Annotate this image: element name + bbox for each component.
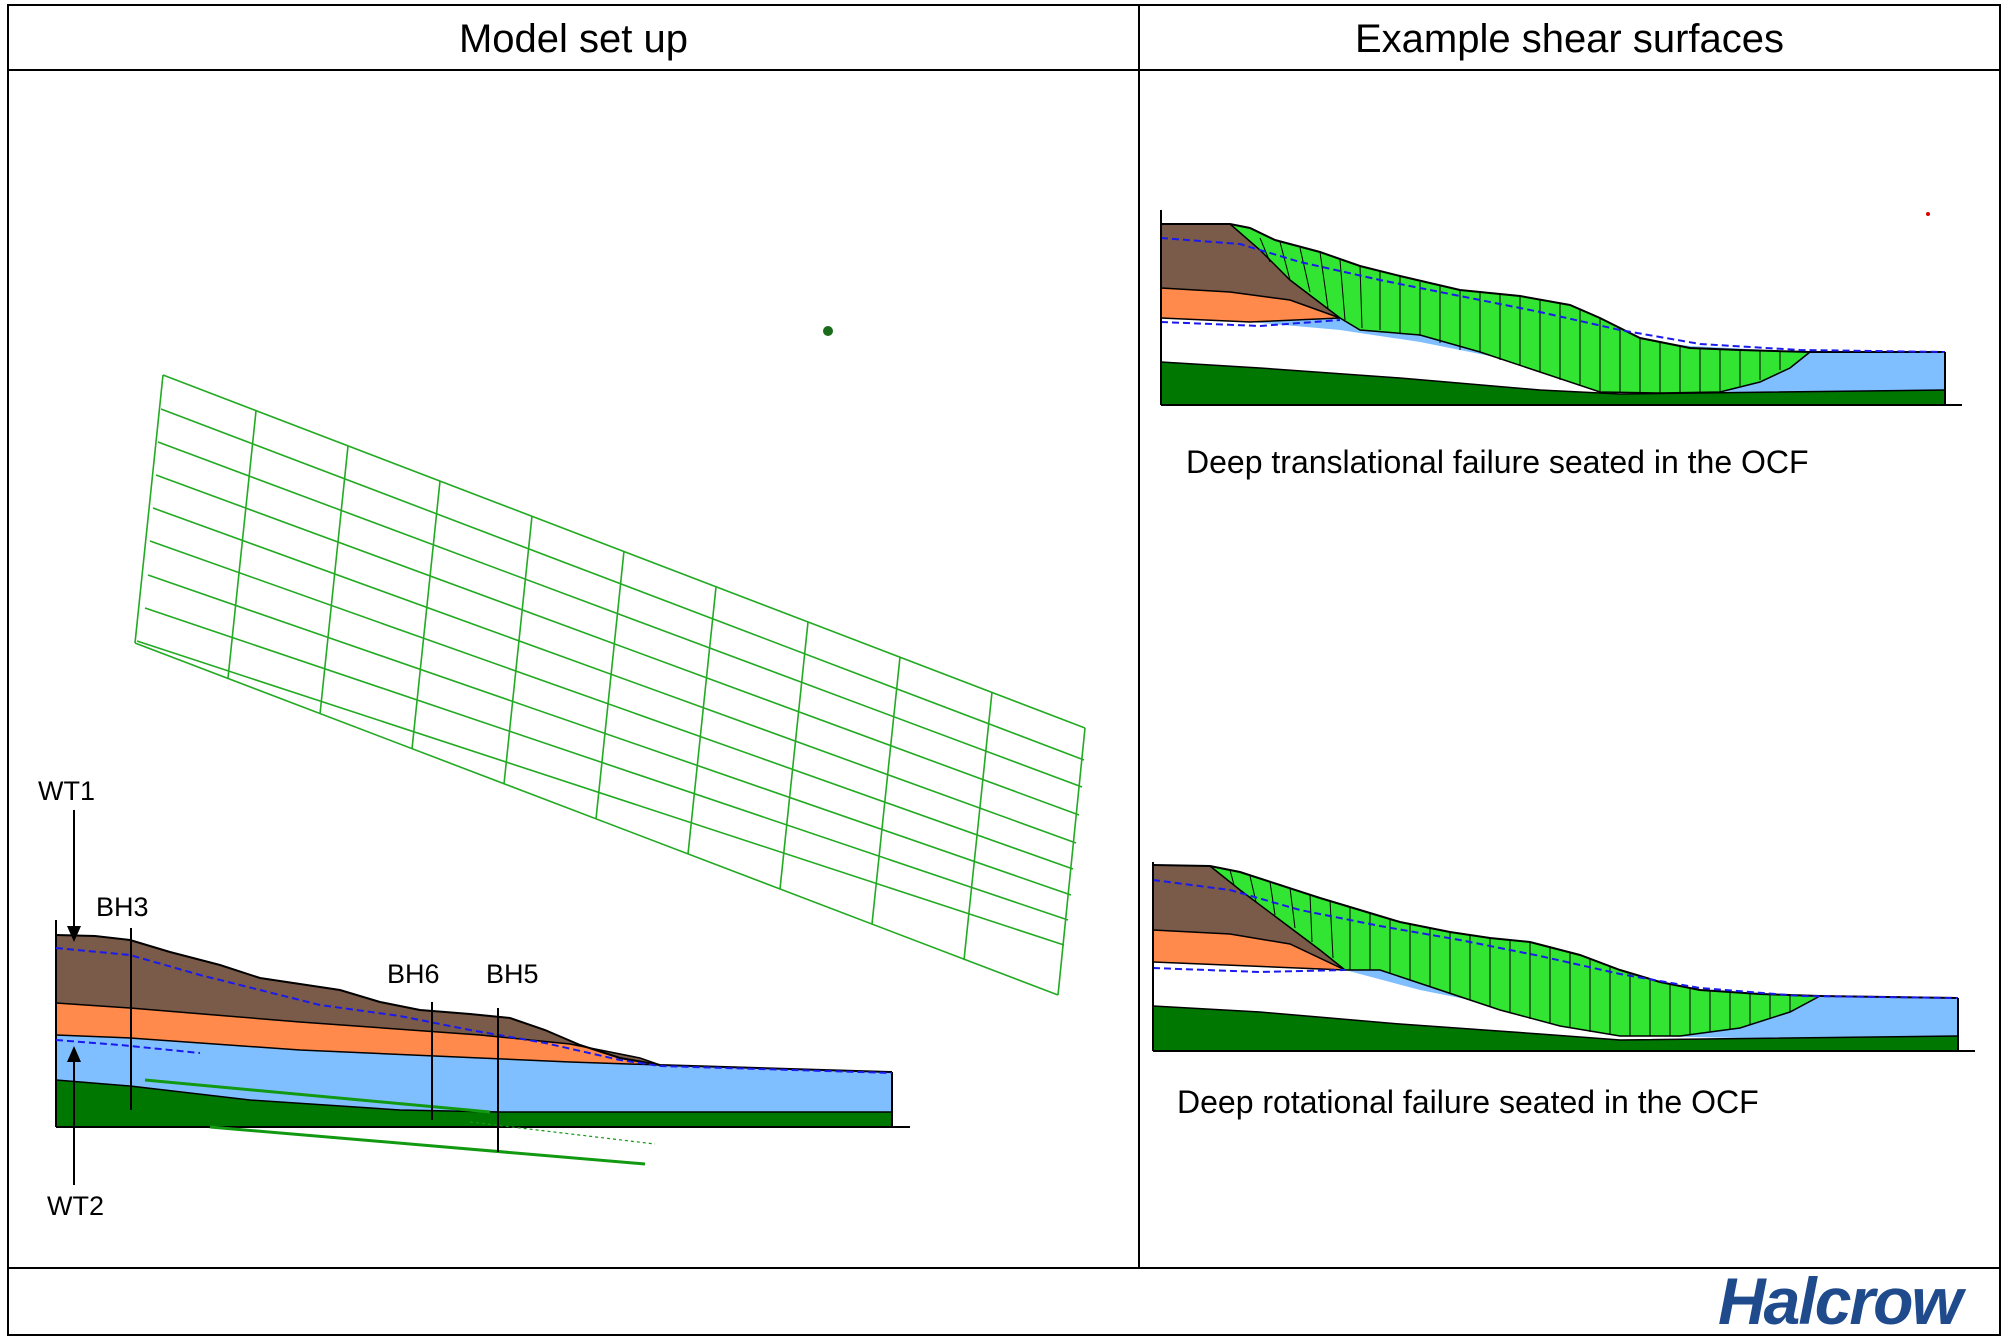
- caption-rotational: Deep rotational failure seated in the OC…: [1177, 1084, 1759, 1120]
- slip-grid: [134, 374, 1086, 996]
- header-example-shear-surfaces: Example shear surfaces: [1354, 17, 1785, 61]
- halcrow-logo: Halcrow: [1718, 1264, 1963, 1338]
- label-wt2: WT2: [47, 1191, 104, 1221]
- wt1-arrow: [67, 810, 81, 942]
- header-model-set-up: Model set up: [458, 17, 689, 61]
- label-bh3: BH3: [96, 892, 149, 922]
- translational-slices: [1259, 237, 1781, 393]
- label-bh5: BH5: [486, 959, 539, 989]
- label-bh6: BH6: [387, 959, 440, 989]
- caption-translational: Deep translational failure seated in the…: [1186, 444, 1809, 480]
- rotational-section: [1152, 862, 1975, 1052]
- table-frame: [7, 4, 2001, 1336]
- translational-section: [1160, 210, 1962, 406]
- wt2-arrow: [67, 1046, 81, 1185]
- model-cross-section: [55, 920, 910, 1166]
- rotational-slices: [1229, 869, 1791, 1036]
- slip-centre-point: [823, 326, 833, 336]
- label-wt1: WT1: [38, 776, 95, 806]
